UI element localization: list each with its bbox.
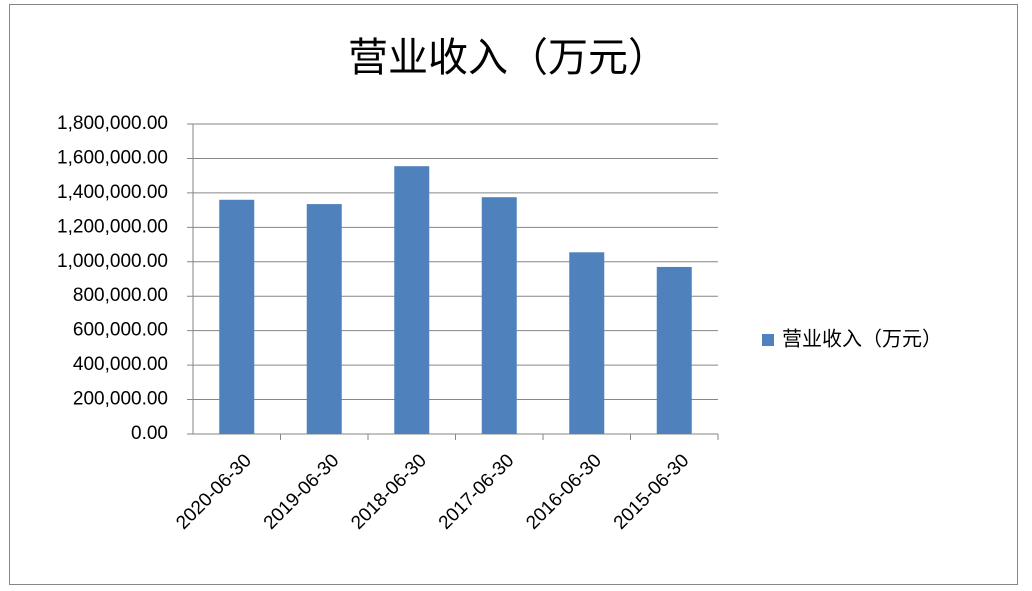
y-tick-label: 1,800,000.00: [57, 113, 168, 134]
y-tick-label: 600,000.00: [73, 320, 168, 341]
chart-title: 营业收入（万元）: [348, 35, 668, 81]
bar: [306, 204, 342, 434]
y-tick-label: 1,400,000.00: [57, 182, 168, 203]
y-tick-label: 1,200,000.00: [57, 216, 168, 237]
bar: [481, 197, 517, 434]
legend-swatch: [762, 334, 774, 346]
bar: [569, 252, 605, 434]
y-tick-label: 0.00: [131, 423, 168, 444]
y-tick-label: 400,000.00: [73, 354, 168, 375]
legend-label: 营业收入（万元）: [782, 327, 942, 351]
bar: [656, 266, 692, 434]
bar: [219, 199, 255, 434]
y-tick-label: 1,600,000.00: [57, 147, 168, 168]
y-tick-label: 800,000.00: [73, 285, 168, 306]
y-tick-label: 1,000,000.00: [57, 251, 168, 272]
bar: [394, 166, 430, 434]
y-tick-label: 200,000.00: [73, 389, 168, 410]
